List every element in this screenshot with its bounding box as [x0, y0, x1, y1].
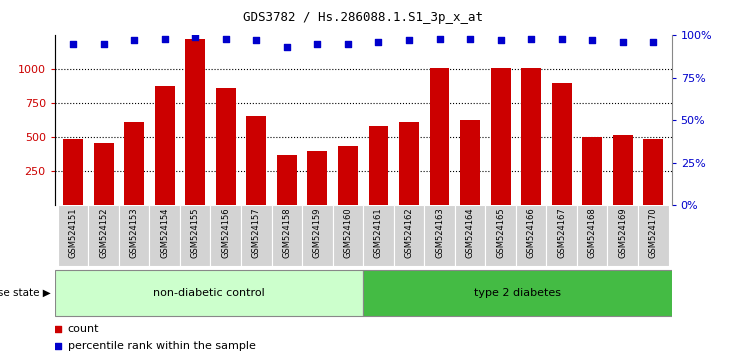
Text: count: count [68, 324, 99, 333]
Point [53, 326, 64, 331]
Point [189, 34, 201, 40]
FancyBboxPatch shape [424, 205, 455, 266]
Bar [155, 86, 174, 205]
Text: type 2 diabetes: type 2 diabetes [474, 288, 561, 298]
Text: GSM524157: GSM524157 [252, 207, 261, 258]
Text: GSM524164: GSM524164 [466, 207, 474, 258]
Point [342, 41, 354, 47]
Text: GSM524152: GSM524152 [99, 207, 108, 258]
Point [586, 38, 598, 43]
Text: GDS3782 / Hs.286088.1.S1_3p_x_at: GDS3782 / Hs.286088.1.S1_3p_x_at [243, 11, 483, 24]
Text: GSM524168: GSM524168 [588, 207, 596, 258]
Text: GSM524161: GSM524161 [374, 207, 383, 258]
Point [312, 41, 323, 47]
Text: GSM524153: GSM524153 [130, 207, 139, 258]
Bar [307, 151, 327, 205]
Bar [216, 88, 236, 205]
Point [648, 39, 659, 45]
Bar [399, 122, 419, 205]
FancyBboxPatch shape [210, 205, 241, 266]
Text: GSM524165: GSM524165 [496, 207, 505, 258]
Point [526, 36, 537, 42]
Bar [64, 139, 83, 205]
Point [250, 38, 262, 43]
Text: GSM524163: GSM524163 [435, 207, 444, 258]
Text: GSM524160: GSM524160 [343, 207, 353, 258]
Bar [521, 68, 541, 205]
Text: GSM524166: GSM524166 [526, 207, 536, 258]
Text: GSM524170: GSM524170 [649, 207, 658, 258]
Text: GSM524162: GSM524162 [404, 207, 413, 258]
Bar [185, 40, 205, 205]
Point [464, 36, 476, 42]
Text: GSM524151: GSM524151 [69, 207, 77, 258]
Bar [643, 139, 663, 205]
FancyBboxPatch shape [546, 205, 577, 266]
Bar [246, 116, 266, 205]
FancyBboxPatch shape [150, 205, 180, 266]
Bar [277, 155, 297, 205]
Point [53, 343, 64, 349]
Bar [460, 120, 480, 205]
FancyBboxPatch shape [455, 205, 485, 266]
Point [617, 39, 629, 45]
Bar [369, 126, 388, 205]
Text: GSM524159: GSM524159 [313, 207, 322, 258]
Text: GSM524154: GSM524154 [160, 207, 169, 258]
FancyBboxPatch shape [363, 205, 393, 266]
Text: GSM524156: GSM524156 [221, 207, 230, 258]
Point [556, 36, 567, 42]
Text: GSM524158: GSM524158 [283, 207, 291, 258]
Point [281, 45, 293, 50]
Point [220, 36, 231, 42]
Bar [124, 122, 144, 205]
FancyBboxPatch shape [58, 205, 88, 266]
Text: GSM524169: GSM524169 [618, 207, 627, 258]
FancyBboxPatch shape [607, 205, 638, 266]
FancyBboxPatch shape [516, 205, 546, 266]
Bar [491, 68, 510, 205]
FancyBboxPatch shape [393, 205, 424, 266]
Text: GSM524167: GSM524167 [557, 207, 566, 258]
FancyBboxPatch shape [577, 205, 607, 266]
Point [67, 41, 79, 47]
Text: non-diabetic control: non-diabetic control [153, 288, 265, 298]
Point [434, 36, 445, 42]
FancyBboxPatch shape [241, 205, 272, 266]
FancyBboxPatch shape [272, 205, 302, 266]
Point [403, 38, 415, 43]
Point [159, 36, 171, 42]
FancyBboxPatch shape [180, 205, 210, 266]
Text: percentile rank within the sample: percentile rank within the sample [68, 341, 256, 351]
Point [98, 41, 110, 47]
Bar [612, 135, 633, 205]
Point [372, 39, 384, 45]
Bar [552, 83, 572, 205]
Text: disease state ▶: disease state ▶ [0, 288, 51, 298]
FancyBboxPatch shape [55, 270, 364, 316]
FancyBboxPatch shape [119, 205, 150, 266]
Point [128, 38, 140, 43]
FancyBboxPatch shape [485, 205, 516, 266]
FancyBboxPatch shape [333, 205, 363, 266]
FancyBboxPatch shape [638, 205, 669, 266]
Bar [429, 68, 450, 205]
FancyBboxPatch shape [88, 205, 119, 266]
FancyBboxPatch shape [364, 270, 672, 316]
Point [495, 38, 507, 43]
Bar [338, 146, 358, 205]
Bar [93, 143, 114, 205]
FancyBboxPatch shape [302, 205, 333, 266]
Bar [583, 137, 602, 205]
Text: GSM524155: GSM524155 [191, 207, 200, 258]
